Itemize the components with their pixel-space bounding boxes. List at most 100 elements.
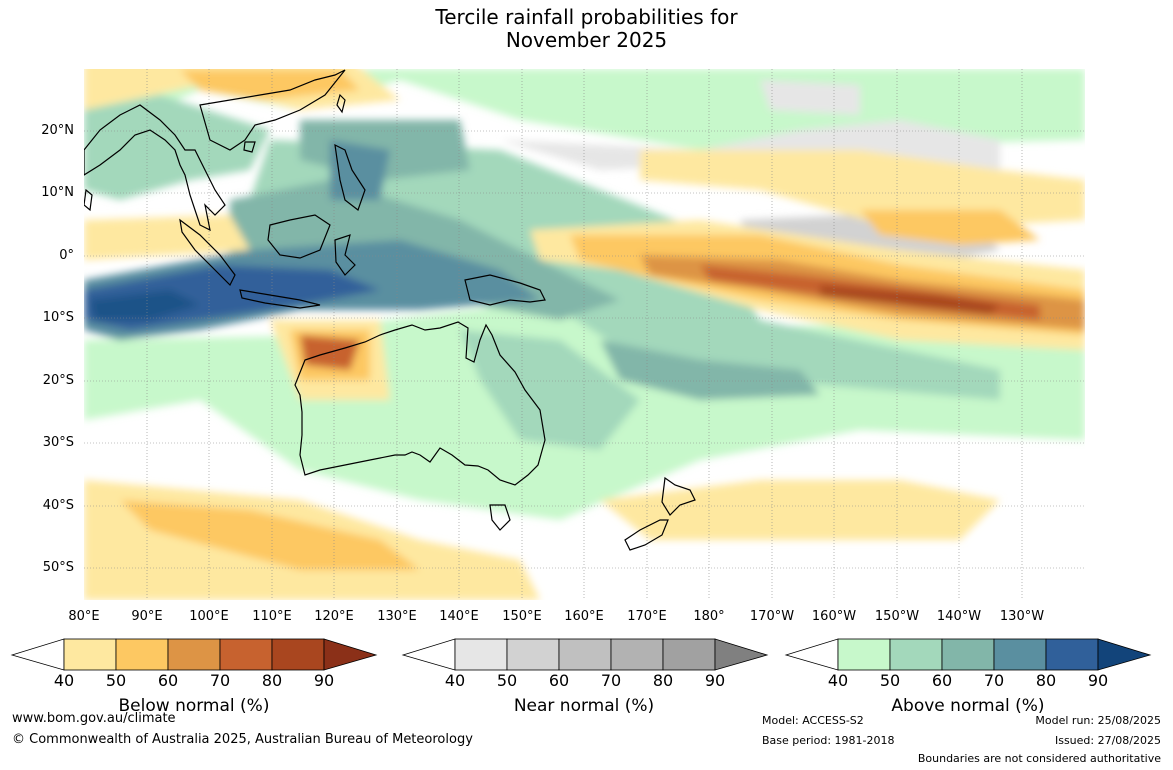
colorbar-above-70: [993, 638, 1047, 671]
colorbar-above-40: [837, 638, 891, 671]
coast-java: [239, 289, 321, 309]
colorbar-near-80: [662, 638, 716, 671]
coast-sulawesi: [334, 234, 356, 276]
colorbar-near-tick: 60: [548, 671, 570, 690]
lat-label-30s: 30°S: [42, 435, 74, 450]
coast-china: [199, 69, 346, 151]
colorbar-above-title: Above normal (%): [891, 696, 1045, 716]
colorbar-above-tick: 60: [931, 671, 953, 690]
coast-sumatra: [179, 218, 236, 287]
coast-mainland-asia: [84, 104, 226, 232]
lat-label-10s: 10°S: [42, 310, 74, 325]
colorbar-below-tick: 60: [157, 671, 179, 690]
lon-label-160w: 160°W: [811, 609, 857, 624]
lat-label-40s: 40°S: [42, 498, 74, 513]
region-below-normal-west: [84, 215, 250, 260]
colorbar-below-80: [271, 638, 325, 671]
lon-label-160e: 160°E: [564, 609, 604, 624]
colorbar-near-90: [714, 638, 769, 671]
region-below-50-north: [180, 70, 360, 100]
colorbar-below-normal: [10, 638, 378, 671]
colorbar-above-tick: 70: [983, 671, 1005, 690]
footer-website: www.bom.gov.au/climate: [12, 711, 176, 726]
map-title-line2: November 2025: [505, 28, 668, 52]
colorbar-above-60: [941, 638, 995, 671]
footer-copyright: © Commonwealth of Australia 2025, Austra…: [12, 732, 473, 747]
colorbar-near-tick: 90: [704, 671, 726, 690]
lon-label-150w: 150°W: [874, 609, 920, 624]
region-near-normal-misc: [760, 80, 860, 115]
lon-label-170w: 170°W: [749, 609, 795, 624]
lon-label-100e: 100°E: [189, 609, 229, 624]
region-below-normal-tasman: [600, 480, 1000, 540]
region-above-90: [90, 290, 200, 320]
map-title-line1: Tercile rainfall probabilities for: [435, 5, 738, 29]
lon-label-80e: 80°E: [68, 609, 100, 624]
colorbar-below-40: [63, 638, 117, 671]
colorbar-near-tick: 80: [652, 671, 674, 690]
lon-label-130w: 130°W: [999, 609, 1045, 624]
colorbar-below-70: [219, 638, 273, 671]
footer-base-period: Base period: 1981-2018: [762, 734, 895, 747]
colorbar-near-tick: 40: [444, 671, 466, 690]
lon-label-140e: 140°E: [439, 609, 479, 624]
lon-label-140w: 140°W: [936, 609, 982, 624]
colorbar-near-tick: 50: [496, 671, 518, 690]
colorbar-near-normal: [401, 638, 769, 671]
colorbar-below-tick: 40: [53, 671, 75, 690]
colorbar-below-90: [323, 638, 378, 671]
region-above-60-spcz: [600, 340, 820, 400]
lon-label-120e: 120°E: [314, 609, 354, 624]
lat-label-20s: 20°S: [42, 373, 74, 388]
lon-label-90e: 90°E: [131, 609, 163, 624]
colorbar-below-tick: 50: [105, 671, 127, 690]
probability-field: [84, 69, 1085, 600]
coast-taiwan: [336, 93, 346, 114]
colorbar-above-80: [1045, 638, 1099, 671]
region-below-50-itcz: [860, 210, 1040, 245]
colorbar-near-70: [610, 638, 664, 671]
colorbar-above-tick: 40: [827, 671, 849, 690]
colorbar-above-normal: [784, 638, 1152, 671]
coast-tasmania: [489, 504, 511, 531]
coastlines: [84, 69, 696, 551]
region-below-80: [820, 285, 1000, 315]
colorbar-near-60: [558, 638, 612, 671]
lat-label-20n: 20°N: [41, 123, 74, 138]
colorbar-below-tick: 70: [209, 671, 231, 690]
lon-label-170e: 170°E: [627, 609, 667, 624]
coast-hainan: [243, 141, 256, 153]
coast-sri-lanka: [84, 188, 93, 212]
lat-label-50s: 50°S: [42, 560, 74, 575]
coast-philippines: [334, 143, 366, 211]
lon-label-130e: 130°E: [377, 609, 417, 624]
colorbar-above-90: [1097, 638, 1152, 671]
colorbar-below-tick: 80: [261, 671, 283, 690]
colorbar-below-title: Below normal (%): [118, 696, 270, 716]
colorbar-below-50: [115, 638, 169, 671]
colorbar-near-tick: 70: [600, 671, 622, 690]
colorbar-near-50: [506, 638, 560, 671]
coast-new-guinea: [464, 274, 546, 306]
lon-label-180: 180°: [693, 609, 725, 624]
region-below-50-south: [120, 500, 420, 570]
footer-model-run: Model run: 25/08/2025: [1035, 714, 1161, 727]
lon-label-110e: 110°E: [252, 609, 292, 624]
coast-new-zealand-south: [624, 519, 669, 551]
colorbar-near-title: Near normal (%): [513, 696, 655, 716]
colorbar-below-tick: 90: [313, 671, 335, 690]
region-above-70-philippines: [330, 140, 390, 200]
colorbar-above-tick: 90: [1087, 671, 1109, 690]
colorbar-near-40: [454, 638, 508, 671]
colorbar-below-60: [167, 638, 221, 671]
colorbar-above-tick: 50: [879, 671, 901, 690]
colorbar-below-under: [10, 638, 65, 671]
coast-new-zealand-north: [661, 476, 696, 516]
footer-disclaimer: Boundaries are not considered authoritat…: [917, 752, 1161, 765]
coast-australia: [294, 321, 546, 486]
colorbar-above-under: [784, 638, 839, 671]
colorbar-near-under: [401, 638, 456, 671]
lon-label-150e: 150°E: [502, 609, 542, 624]
lat-label-equator: 0°: [59, 248, 74, 263]
